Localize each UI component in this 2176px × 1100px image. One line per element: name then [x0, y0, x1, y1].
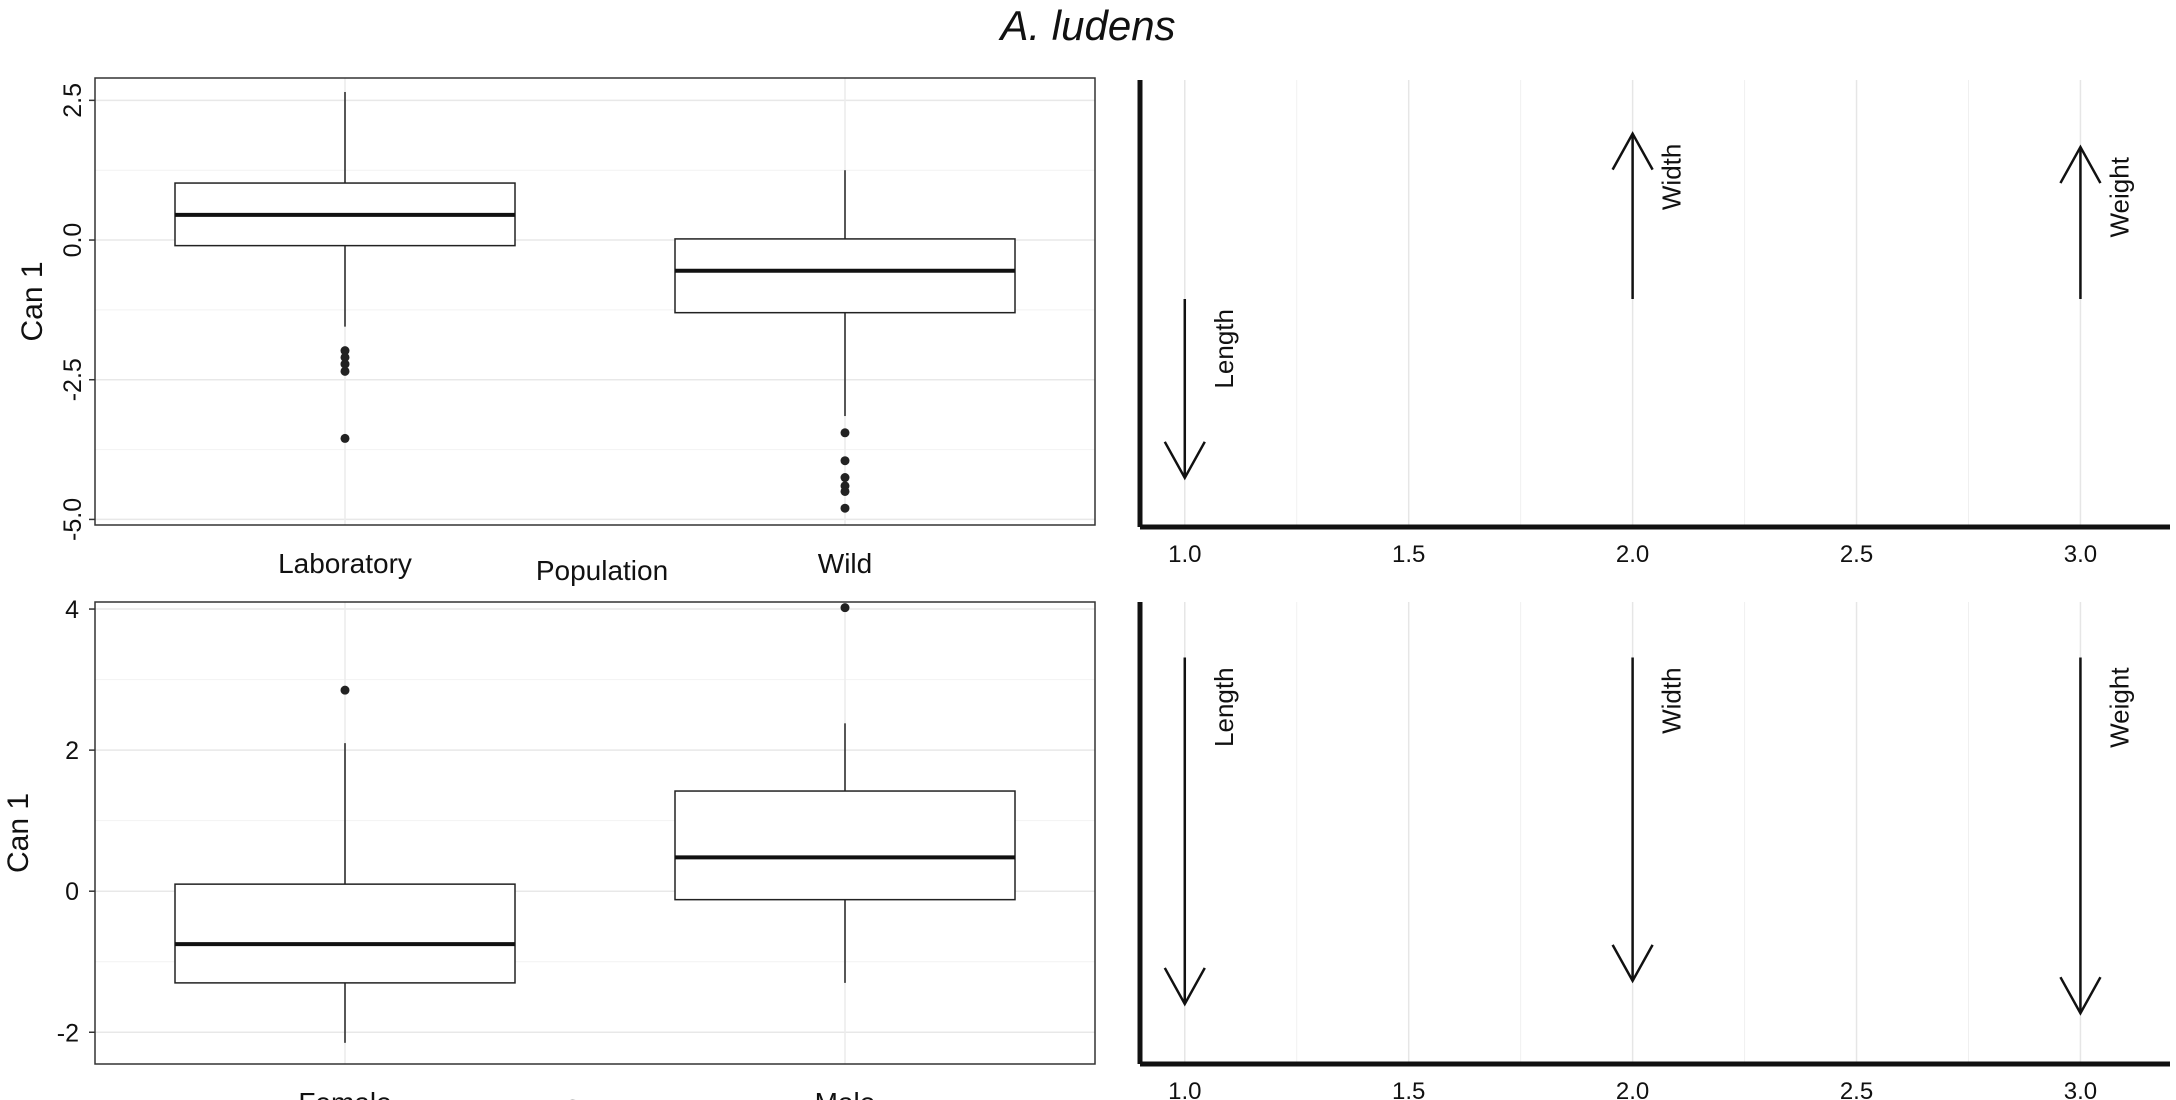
box-iqr: [674, 790, 1016, 901]
vector-arrow-head: [1611, 131, 1654, 171]
y-tick-label: 4: [65, 596, 79, 624]
outlier-point: [340, 685, 350, 695]
outlier-point: [840, 503, 850, 513]
outlier-point: [840, 456, 850, 466]
plot-frame: [94, 77, 1096, 526]
box-iqr: [674, 238, 1016, 314]
figure-title: A. ludens: [1000, 2, 1176, 49]
boxplot-population-panel: 2.5 0.0 -2.5 -5.0 Laboratory Wild Population Ca…: [16, 77, 1096, 586]
x-axis-label: Sexes: [563, 1094, 641, 1100]
vector-arrow-head: [1163, 967, 1206, 1007]
outlier-point: [840, 428, 850, 438]
y-tick-label: -5.0: [59, 498, 87, 541]
x-tick-label: 3.0: [2064, 1078, 2097, 1100]
y-axis-label: Can 1: [16, 261, 49, 341]
x-tick-label: 1.0: [1168, 541, 1201, 568]
vector-plot-bottom-panel: 1.0 1.5 2.0 2.5 3.0 Length Width Weight: [1137, 602, 2170, 1100]
vector-arrow-head: [1163, 441, 1206, 481]
y-tick-label: 2.5: [59, 83, 87, 118]
outlier-point: [840, 473, 850, 483]
outlier-point: [840, 603, 850, 613]
vector-plot-top-panel: 1.0 1.5 2.0 2.5 3.0 Length Width Weight: [1137, 80, 2170, 568]
boxplot-sexes-panel: 4 2 0 -2 Female Male Sexes Can 1: [2, 596, 1096, 1100]
x-tick-label: 2.0: [1616, 1078, 1649, 1100]
x-tick-label: 2.0: [1616, 541, 1649, 568]
x-axis-label: Population: [536, 555, 668, 586]
outlier-point: [840, 486, 850, 496]
y-tick-label: -2: [57, 1019, 79, 1047]
vector-label: Length: [1209, 667, 1239, 747]
x-tick-label: Wild: [818, 548, 872, 579]
vector-arrow-head: [2059, 976, 2102, 1016]
outlier-point: [340, 352, 350, 362]
y-tick-label: 0.0: [59, 223, 87, 258]
vector-label: Weight: [2104, 667, 2134, 748]
outlier-point: [340, 346, 350, 356]
x-tick-label: Female: [298, 1087, 391, 1100]
y-tick-label: -2.5: [59, 358, 87, 401]
y-tick-label: 0: [65, 878, 79, 906]
x-tick-label: 1.5: [1392, 1078, 1425, 1100]
x-tick-label: 2.5: [1840, 541, 1873, 568]
vector-arrow-head: [1611, 944, 1654, 984]
outlier-point: [340, 366, 350, 376]
plot-frame: [94, 601, 1096, 1065]
x-tick-label: 1.5: [1392, 541, 1425, 568]
vector-label: Length: [1209, 309, 1239, 389]
x-tick-label: 2.5: [1840, 1078, 1873, 1100]
x-tick-label: Laboratory: [278, 548, 412, 579]
vector-label: Width: [1657, 667, 1687, 733]
vector-arrow-head: [2059, 144, 2102, 184]
vector-label: Width: [1657, 144, 1687, 210]
y-tick-label: 2: [65, 737, 79, 765]
outlier-point: [340, 433, 350, 443]
x-tick-label: 3.0: [2064, 541, 2097, 568]
x-tick-label: 1.0: [1168, 1078, 1201, 1100]
outlier-point: [340, 359, 350, 369]
y-axis-label: Can 1: [2, 793, 35, 873]
x-tick-label: Male: [815, 1087, 876, 1100]
box-iqr: [174, 883, 516, 984]
vector-label: Weight: [2104, 156, 2134, 237]
